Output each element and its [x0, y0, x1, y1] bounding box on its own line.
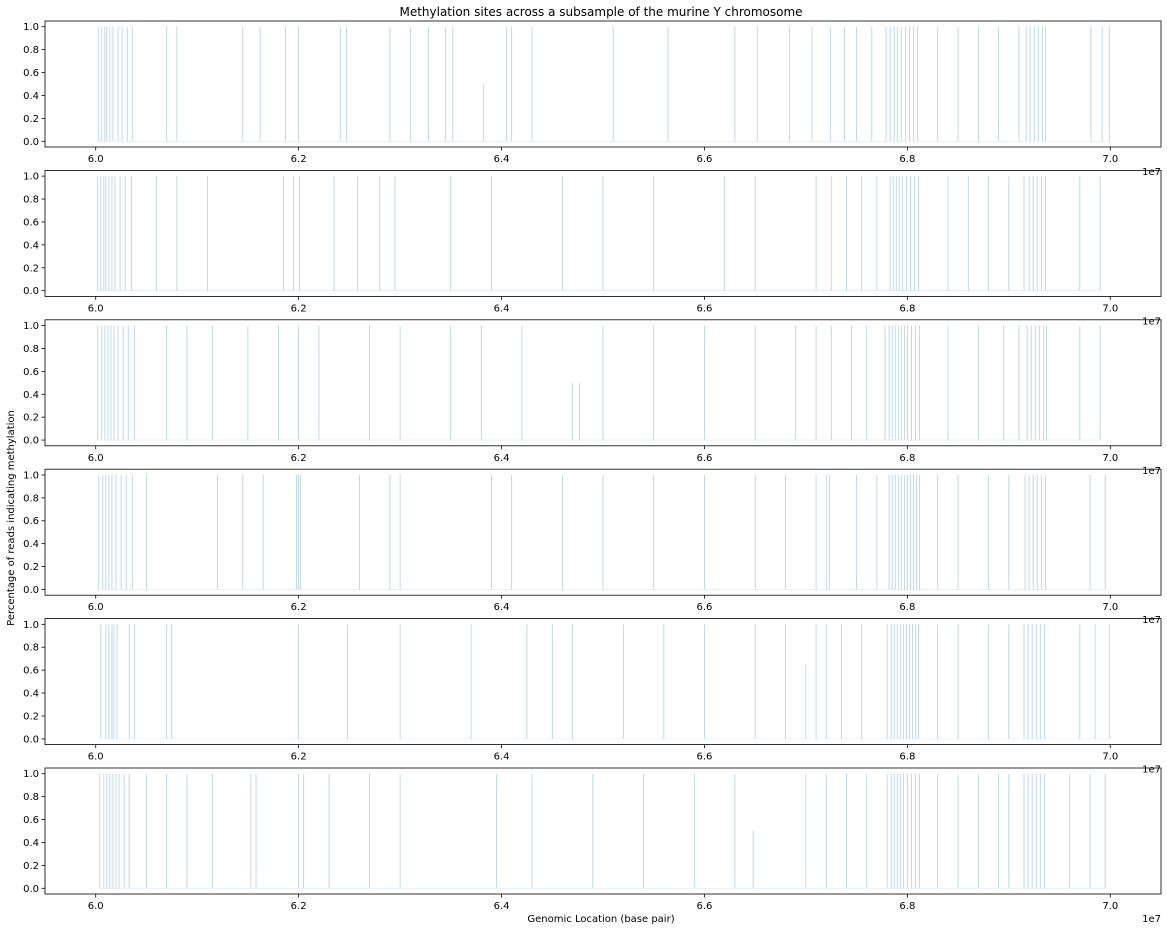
x-offset-label: 1e7: [1142, 615, 1161, 626]
x-tick-label: 6.8: [899, 154, 915, 165]
x-tick-label: 6.0: [88, 303, 104, 314]
subplot-6: 0.0 0.2 0.4 0.6 0.8 1.0 6.0 6.2 6.4 6.6 6.8 7.0 1e7: [23, 767, 1162, 925]
x-offset-label: 1e7: [1142, 765, 1161, 776]
y-tick-label: 0.4: [23, 689, 39, 700]
x-tick-label: 6.4: [494, 453, 510, 464]
x-tick-label: 6.0: [88, 602, 104, 613]
y-tick-label: 0.2: [23, 562, 39, 573]
x-tick-label: 6.0: [88, 154, 104, 165]
y-tick-label: 0.2: [23, 861, 39, 872]
x-tick-label: 6.6: [697, 901, 713, 912]
axes-frame: [44, 169, 1162, 297]
x-tick-label: 6.8: [899, 303, 915, 314]
y-tick-label: 0.0: [23, 734, 39, 745]
x-tick-label: 7.0: [1102, 303, 1118, 314]
x-tick-label: 6.0: [88, 901, 104, 912]
y-tick-label: 1.0: [23, 321, 39, 332]
y-tick-label: 0.4: [23, 539, 39, 550]
x-axis-label: Genomic Location (base pair): [527, 914, 674, 925]
axes-frame: [44, 618, 1162, 745]
y-tick-label: 0.2: [23, 413, 39, 424]
y-tick-label: 0.4: [23, 240, 39, 251]
subplot-2: 0.0 0.2 0.4 0.6 0.8 1.0 6.0 6.2 6.4 6.6 6.8 7.0 1e7: [23, 169, 1162, 327]
figure-title: Methylation sites across a subsample of …: [399, 5, 802, 19]
y-tick-label: 0.8: [23, 493, 39, 504]
x-tick-label: 7.0: [1102, 154, 1118, 165]
y-tick-label: 0.0: [23, 884, 39, 895]
x-tick-label: 6.4: [494, 602, 510, 613]
axes-frame: [44, 319, 1162, 447]
x-tick-label: 6.4: [494, 303, 510, 314]
y-tick-label: 1.0: [23, 172, 39, 183]
y-tick-label: 1.0: [23, 769, 39, 780]
y-tick-label: 0.6: [23, 666, 39, 677]
y-tick-label: 0.8: [23, 195, 39, 206]
y-tick-label: 1.0: [23, 22, 39, 33]
x-tick-label: 6.4: [494, 901, 510, 912]
x-tick-label: 7.0: [1102, 602, 1118, 613]
y-tick-label: 0.6: [23, 815, 39, 826]
x-offset-label: 1e7: [1142, 914, 1161, 925]
y-tick-label: 1.0: [23, 470, 39, 481]
subplot-1: 0.0 0.2 0.4 0.6 0.8 1.0 6.0 6.2 6.4 6.6 6.8 7.0 1e7: [23, 20, 1162, 178]
x-offset-label: 1e7: [1142, 316, 1161, 327]
y-tick-label: 0.8: [23, 643, 39, 654]
x-tick-label: 6.6: [697, 453, 713, 464]
y-tick-label: 0.4: [23, 91, 39, 102]
y-tick-label: 0.8: [23, 45, 39, 56]
x-tick-label: 6.0: [88, 752, 104, 763]
y-tick-label: 0.0: [23, 436, 39, 447]
subplot-3: 0.0 0.2 0.4 0.6 0.8 1.0 6.0 6.2 6.4 6.6 6.8 7.0 1e7: [23, 319, 1162, 477]
x-tick-label: 6.8: [899, 602, 915, 613]
x-tick-label: 6.8: [899, 901, 915, 912]
x-tick-label: 6.6: [697, 752, 713, 763]
x-tick-label: 7.0: [1102, 752, 1118, 763]
axes-frame: [44, 468, 1162, 596]
y-tick-label: 0.2: [23, 711, 39, 722]
x-tick-label: 6.8: [899, 752, 915, 763]
x-tick-label: 6.2: [291, 154, 307, 165]
y-tick-label: 0.2: [23, 263, 39, 274]
x-offset-label: 1e7: [1142, 167, 1161, 178]
y-tick-label: 0.2: [23, 114, 39, 125]
y-tick-label: 0.8: [23, 792, 39, 803]
axes-frame: [44, 20, 1162, 148]
subplot-4: 0.0 0.2 0.4 0.6 0.8 1.0 6.0 6.2 6.4 6.6 6.8 7.0 1e7: [23, 468, 1162, 626]
y-tick-label: 0.6: [23, 217, 39, 228]
x-tick-label: 6.2: [291, 602, 307, 613]
x-tick-label: 6.2: [291, 901, 307, 912]
x-tick-label: 6.6: [697, 303, 713, 314]
x-tick-label: 7.0: [1102, 453, 1118, 464]
x-tick-label: 6.0: [88, 453, 104, 464]
subplot-5: 0.0 0.2 0.4 0.6 0.8 1.0 6.0 6.2 6.4 6.6 6.8 7.0 1e7: [23, 618, 1162, 776]
y-tick-label: 0.6: [23, 516, 39, 527]
axes-frame: [44, 767, 1162, 895]
x-tick-label: 6.6: [697, 154, 713, 165]
x-offset-label: 1e7: [1142, 466, 1161, 477]
x-tick-label: 6.4: [494, 154, 510, 165]
y-tick-label: 0.4: [23, 390, 39, 401]
y-tick-label: 0.8: [23, 344, 39, 355]
x-tick-label: 6.2: [291, 752, 307, 763]
y-tick-label: 0.0: [23, 286, 39, 297]
x-tick-label: 6.4: [494, 752, 510, 763]
x-tick-label: 6.2: [291, 453, 307, 464]
y-tick-label: 0.6: [23, 367, 39, 378]
y-tick-label: 0.0: [23, 137, 39, 148]
y-tick-label: 0.4: [23, 838, 39, 849]
y-tick-label: 0.0: [23, 585, 39, 596]
x-tick-label: 6.8: [899, 453, 915, 464]
x-tick-label: 6.2: [291, 303, 307, 314]
x-tick-label: 6.6: [697, 602, 713, 613]
y-tick-label: 0.6: [23, 68, 39, 79]
x-tick-label: 7.0: [1102, 901, 1118, 912]
subplots: 0.00.20.40.60.81.06.0 6.2 6.4 6.6 6.8 7.01e70…: [23, 20, 1162, 925]
y-axis-label: Percentage of reads indicating methylati…: [6, 410, 17, 626]
y-tick-label: 1.0: [23, 620, 39, 631]
